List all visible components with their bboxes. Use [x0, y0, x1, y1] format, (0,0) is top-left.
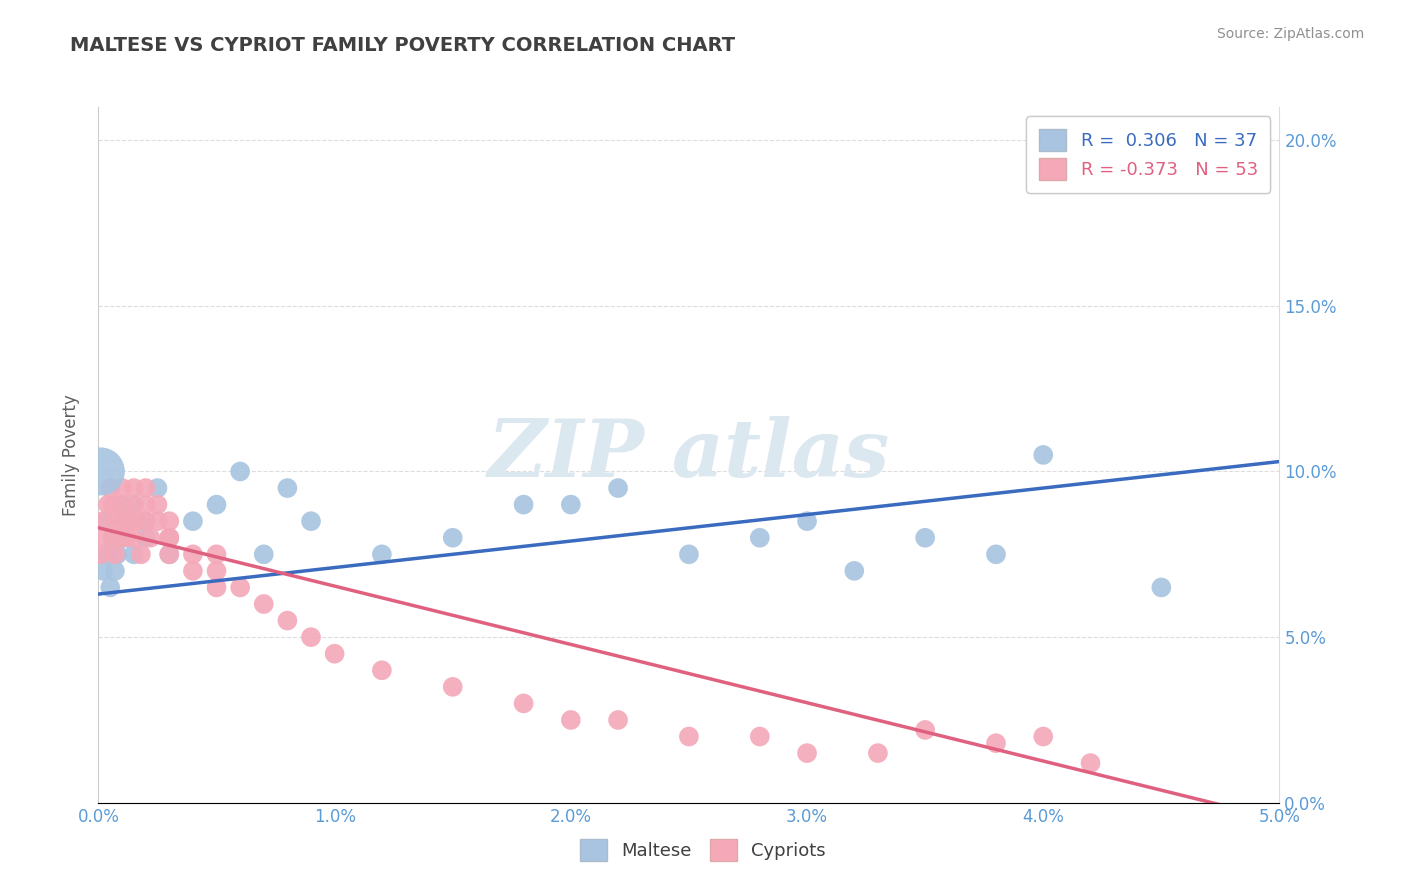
Point — [97, 498, 120, 512]
Point — [111, 498, 134, 512]
Point — [91, 564, 114, 578]
Point — [1032, 730, 1054, 744]
Point — [146, 481, 169, 495]
Point — [91, 514, 114, 528]
Point — [135, 514, 157, 528]
Point — [157, 531, 180, 545]
Point — [129, 547, 152, 561]
Point — [135, 531, 157, 545]
Point — [157, 531, 180, 545]
Point — [205, 581, 228, 595]
Point — [122, 498, 145, 512]
Text: Source: ZipAtlas.com: Source: ZipAtlas.com — [1216, 27, 1364, 41]
Point — [560, 498, 582, 512]
Point — [748, 730, 770, 744]
Point — [122, 531, 145, 545]
Point — [125, 514, 148, 528]
Point — [441, 531, 464, 545]
Point — [512, 697, 534, 711]
Point — [157, 531, 180, 545]
Point — [253, 597, 276, 611]
Point — [157, 514, 180, 528]
Point — [111, 498, 134, 512]
Point — [205, 547, 228, 561]
Point — [205, 498, 228, 512]
Point — [1220, 150, 1243, 164]
Point — [181, 564, 204, 578]
Point — [844, 564, 866, 578]
Legend: R =  0.306   N = 37, R = -0.373   N = 53: R = 0.306 N = 37, R = -0.373 N = 53 — [1026, 116, 1271, 193]
Point — [122, 481, 145, 495]
Point — [299, 630, 322, 644]
Point — [1032, 448, 1054, 462]
Point — [101, 531, 124, 545]
Point — [205, 564, 228, 578]
Point — [157, 547, 180, 561]
Point — [512, 498, 534, 512]
Point — [115, 514, 138, 528]
Point — [135, 481, 157, 495]
Point — [115, 531, 138, 545]
Point — [98, 481, 121, 495]
Point — [157, 547, 180, 561]
Point — [90, 547, 112, 561]
Point — [104, 547, 127, 561]
Point — [441, 680, 464, 694]
Text: MALTESE VS CYPRIOT FAMILY POVERTY CORRELATION CHART: MALTESE VS CYPRIOT FAMILY POVERTY CORREL… — [70, 36, 735, 54]
Point — [1080, 756, 1102, 770]
Point — [323, 647, 346, 661]
Point — [984, 736, 1007, 750]
Point — [796, 514, 818, 528]
Point — [914, 723, 936, 737]
Point — [122, 547, 145, 561]
Point — [607, 481, 630, 495]
Point — [122, 498, 145, 512]
Point — [299, 514, 322, 528]
Point — [111, 531, 134, 545]
Point — [146, 514, 169, 528]
Point — [146, 498, 169, 512]
Point — [253, 547, 276, 561]
Point — [229, 581, 252, 595]
Point — [139, 531, 162, 545]
Point — [276, 614, 298, 628]
Point — [118, 514, 141, 528]
Point — [94, 531, 117, 545]
Point — [181, 514, 204, 528]
Y-axis label: Family Poverty: Family Poverty — [62, 394, 80, 516]
Point — [1150, 581, 1173, 595]
Point — [97, 547, 120, 561]
Point — [111, 481, 134, 495]
Point — [135, 514, 157, 528]
Text: ZIP atlas: ZIP atlas — [488, 417, 890, 493]
Point — [105, 547, 128, 561]
Point — [101, 531, 124, 545]
Point — [371, 663, 394, 677]
Point — [181, 547, 204, 561]
Point — [98, 581, 121, 595]
Point — [276, 481, 298, 495]
Point — [607, 713, 630, 727]
Point — [914, 531, 936, 545]
Point — [105, 514, 128, 528]
Point — [229, 465, 252, 479]
Point — [866, 746, 889, 760]
Point — [678, 547, 700, 561]
Point — [101, 498, 124, 512]
Point — [135, 498, 157, 512]
Point — [108, 531, 131, 545]
Point — [371, 547, 394, 561]
Point — [984, 547, 1007, 561]
Point — [94, 514, 117, 528]
Point — [796, 746, 818, 760]
Point — [111, 514, 134, 528]
Point — [560, 713, 582, 727]
Point — [104, 564, 127, 578]
Legend: Maltese, Cypriots: Maltese, Cypriots — [567, 827, 839, 874]
Point — [678, 730, 700, 744]
Point — [90, 465, 112, 479]
Point — [748, 531, 770, 545]
